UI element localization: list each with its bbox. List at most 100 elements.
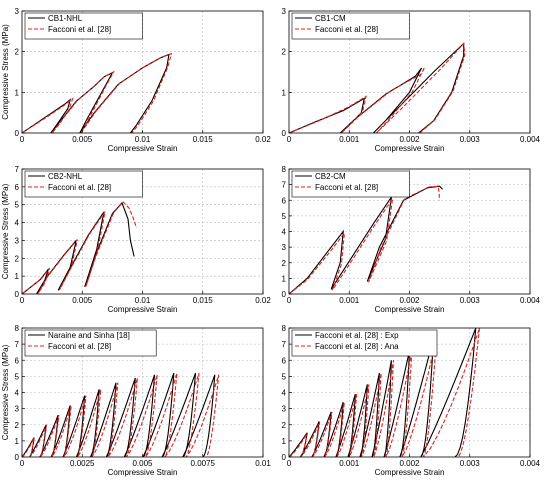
x-axis-label: Compressive Strain bbox=[375, 468, 445, 477]
y-tick-label: 1 bbox=[282, 437, 287, 446]
y-tick-label: 5 bbox=[15, 372, 20, 381]
y-tick-label: 1 bbox=[15, 272, 20, 281]
subplot-3: 0 0.005 0.01 0.015 0.02 0 1 2 3 4 5 6 7 Compressive S… bbox=[1, 165, 271, 314]
x-tick-label: 0.01 bbox=[255, 459, 271, 468]
y-tick-label: 4 bbox=[15, 219, 20, 228]
legend-label: Naraine and Sinha [18] bbox=[48, 331, 130, 340]
x-tick-label: 0.005 bbox=[72, 135, 93, 144]
legend-label: CB1-CM bbox=[315, 14, 346, 23]
y-tick-label: 2 bbox=[282, 259, 287, 268]
x-tick-label: 0.004 bbox=[520, 135, 541, 144]
legend-box bbox=[24, 170, 143, 198]
series-line-1 bbox=[289, 185, 443, 294]
x-tick-label: 0.005 bbox=[132, 459, 153, 468]
x-tick-label: 0.02 bbox=[255, 135, 271, 144]
y-tick-label: 0 bbox=[15, 453, 20, 462]
series-line-1 bbox=[22, 372, 216, 457]
y-tick-label: 4 bbox=[282, 389, 287, 398]
y-axis-label: Compressive Stress (MPa) bbox=[1, 344, 10, 440]
y-tick-label: 7 bbox=[282, 340, 287, 349]
y-tick-label: 1 bbox=[15, 88, 20, 97]
y-tick-label: 2 bbox=[15, 421, 20, 430]
y-tick-label: 3 bbox=[282, 7, 287, 16]
y-tick-label: 3 bbox=[15, 236, 20, 245]
x-axis-label: Compressive Strain bbox=[108, 468, 178, 477]
series-line-1 bbox=[289, 42, 465, 133]
x-tick-label: 0.003 bbox=[460, 459, 481, 468]
y-tick-label: 3 bbox=[282, 405, 287, 414]
legend-box bbox=[291, 329, 438, 357]
legend: CB1-NHL Facconi et al. [28] bbox=[24, 12, 143, 40]
x-tick-label: 0.02 bbox=[255, 296, 271, 305]
legend-label: Facconi et al. [28] : Ana bbox=[315, 342, 399, 351]
y-tick-label: 1 bbox=[282, 88, 287, 97]
y-tick-label: 6 bbox=[282, 196, 287, 205]
y-tick-label: 0 bbox=[282, 453, 287, 462]
y-axis-label: Compressive Stress (MPa) bbox=[1, 24, 10, 120]
legend-label: Facconi et al. [28] bbox=[48, 25, 111, 34]
x-tick-label: 0.015 bbox=[193, 296, 214, 305]
x-tick-label: 0.01 bbox=[135, 296, 151, 305]
x-axis-label: Compressive Strain bbox=[375, 144, 445, 153]
y-axis-label: Compressive Stress (MPa) bbox=[1, 183, 10, 279]
x-tick-label: 0.001 bbox=[339, 459, 360, 468]
legend-label: CB2-NHL bbox=[48, 172, 83, 181]
legend-label: Facconi et al. [28] bbox=[48, 183, 111, 192]
x-tick-label: 0.004 bbox=[520, 459, 541, 468]
legend-label: Facconi et al. [28] : Exp bbox=[315, 331, 399, 340]
legend: Naraine and Sinha [18] Facconi et al. [28… bbox=[24, 329, 157, 357]
series-line-2 bbox=[22, 201, 138, 294]
subplot-1: 0 0.005 0.01 0.015 0.02 0 1 2 3 Compressive Strai… bbox=[1, 7, 271, 153]
y-tick-label: 8 bbox=[282, 165, 287, 174]
x-tick-label: 0 bbox=[20, 135, 25, 144]
x-tick-label: 0.002 bbox=[399, 459, 420, 468]
y-tick-label: 3 bbox=[282, 243, 287, 252]
legend-label: Facconi et al. [28] bbox=[48, 342, 111, 351]
legend: CB1-CM Facconi et al. [28] bbox=[291, 12, 410, 40]
x-tick-label: 0.003 bbox=[460, 135, 481, 144]
legend-box bbox=[24, 12, 143, 40]
x-tick-label: 0.002 bbox=[399, 135, 420, 144]
y-tick-label: 3 bbox=[15, 7, 20, 16]
series-line-2 bbox=[289, 185, 441, 294]
y-tick-label: 5 bbox=[15, 201, 20, 210]
legend: CB2-NHL Facconi et al. [28] bbox=[24, 170, 143, 198]
x-tick-label: 0 bbox=[20, 459, 25, 468]
y-tick-label: 0 bbox=[282, 290, 287, 299]
series-line-2 bbox=[289, 42, 466, 133]
subplot-6: 0 0.001 0.002 0.003 0.004 0 1 2 3 4 5 6 7 8 Compressiv… bbox=[282, 324, 541, 477]
y-tick-label: 4 bbox=[15, 389, 20, 398]
x-tick-label: 0.004 bbox=[520, 296, 541, 305]
legend: Facconi et al. [28] : Exp Facconi et al. … bbox=[291, 329, 438, 357]
x-tick-label: 0.015 bbox=[193, 135, 214, 144]
legend: CB2-CM Facconi et al. [28] bbox=[291, 170, 410, 198]
y-tick-label: 6 bbox=[15, 356, 20, 365]
y-tick-label: 2 bbox=[282, 48, 287, 57]
y-tick-label: 5 bbox=[282, 212, 287, 221]
legend-label: Facconi et al. [28] bbox=[315, 183, 378, 192]
y-tick-label: 2 bbox=[15, 254, 20, 263]
legend-box bbox=[291, 170, 410, 198]
x-tick-label: 0.005 bbox=[72, 296, 93, 305]
y-tick-label: 2 bbox=[15, 48, 20, 57]
x-tick-label: 0.001 bbox=[339, 296, 360, 305]
y-tick-label: 7 bbox=[282, 181, 287, 190]
legend-box bbox=[24, 329, 157, 357]
y-tick-label: 4 bbox=[282, 228, 287, 237]
x-axis-label: Compressive Strain bbox=[108, 305, 178, 314]
x-axis-label: Compressive Strain bbox=[108, 144, 178, 153]
subplot-4: 0 0.001 0.002 0.003 0.004 0 1 2 3 4 5 6 7 8 Compressiv… bbox=[282, 165, 541, 314]
x-tick-label: 0.003 bbox=[460, 296, 481, 305]
subplot-2: 0 0.001 0.002 0.003 0.004 0 1 2 3 Compressive Str… bbox=[282, 7, 541, 153]
y-tick-label: 5 bbox=[282, 372, 287, 381]
x-tick-label: 0.001 bbox=[339, 135, 360, 144]
y-tick-label: 3 bbox=[15, 405, 20, 414]
y-tick-label: 0 bbox=[15, 129, 20, 138]
legend-box bbox=[291, 12, 410, 40]
subplot-5: 0 0.0025 0.005 0.0075 0.01 0 1 2 3 4 5 6 7 8 Compressi… bbox=[1, 324, 271, 477]
y-tick-label: 7 bbox=[15, 340, 20, 349]
legend-label: Facconi et al. [28] bbox=[315, 25, 378, 34]
legend-label: CB1-NHL bbox=[48, 14, 83, 23]
series-line-1 bbox=[22, 53, 170, 133]
